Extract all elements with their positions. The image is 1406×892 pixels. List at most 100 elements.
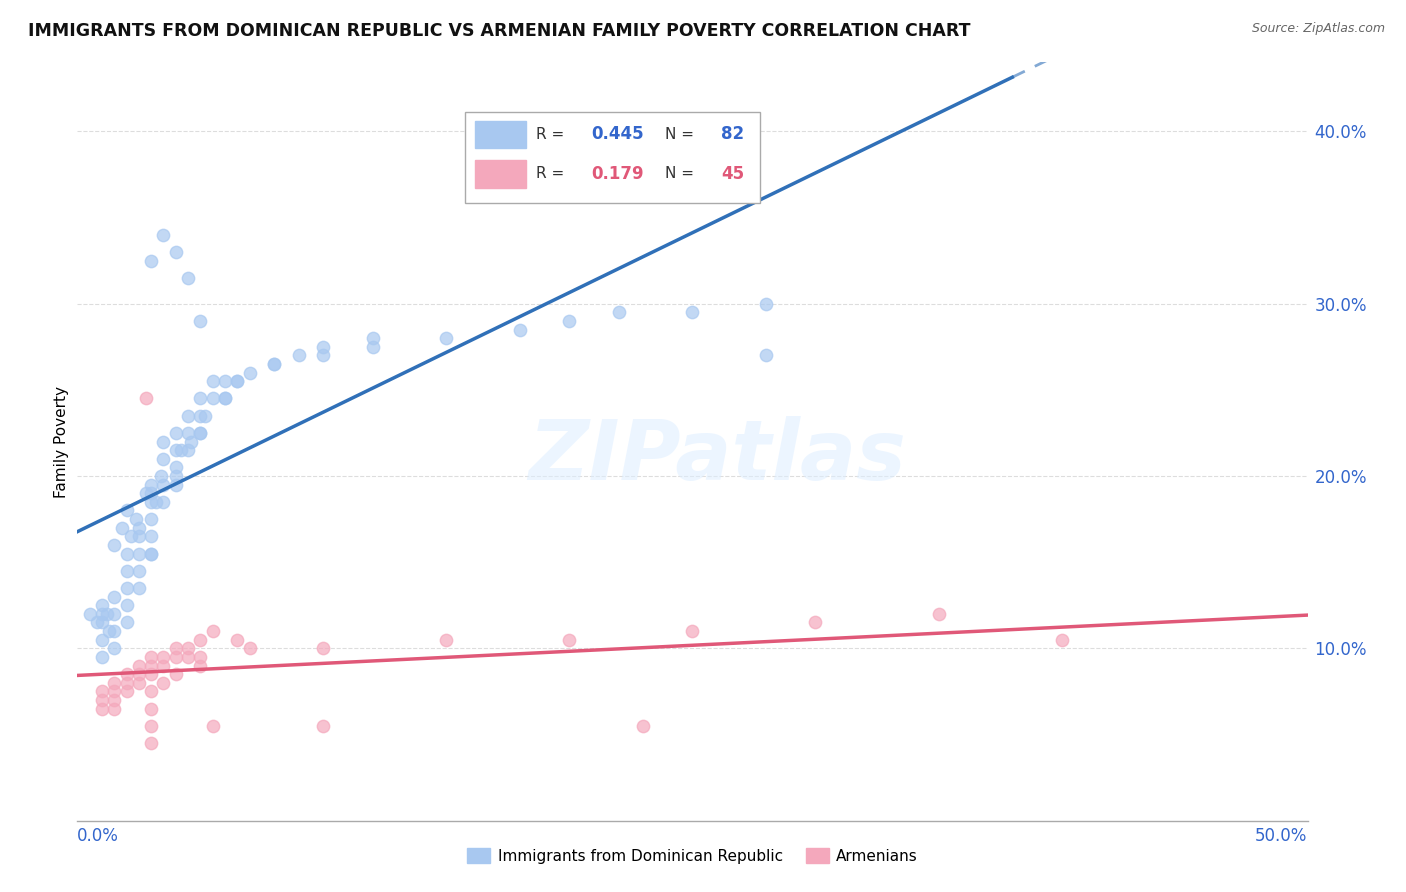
Point <box>165 477 187 491</box>
Point <box>90 693 114 707</box>
Point <box>111 521 132 535</box>
Point <box>226 374 249 388</box>
Point <box>312 340 335 354</box>
Point <box>755 348 778 362</box>
Point <box>201 624 224 639</box>
Point <box>152 477 174 491</box>
Text: ZIPatlas: ZIPatlas <box>529 417 905 497</box>
Point <box>214 392 236 406</box>
Point <box>141 512 163 526</box>
Point <box>115 667 138 681</box>
Point <box>239 641 262 656</box>
Point <box>141 736 163 750</box>
Point <box>128 675 150 690</box>
Point <box>115 503 138 517</box>
Point <box>165 443 187 458</box>
Point <box>141 667 163 681</box>
Point <box>128 547 150 561</box>
Text: N =: N = <box>665 167 699 181</box>
Point <box>115 564 138 578</box>
Point <box>96 607 118 621</box>
Legend: Immigrants from Dominican Republic, Armenians: Immigrants from Dominican Republic, Arme… <box>461 842 924 870</box>
Point <box>141 701 163 715</box>
Point <box>165 641 187 656</box>
Point <box>188 649 212 664</box>
Point <box>165 469 187 483</box>
Point <box>165 244 187 259</box>
Text: 0.0%: 0.0% <box>77 827 120 845</box>
Point <box>141 649 163 664</box>
Point <box>312 348 335 362</box>
Text: 50.0%: 50.0% <box>1256 827 1308 845</box>
Point <box>103 641 125 656</box>
Point <box>141 547 163 561</box>
Point <box>103 590 125 604</box>
Point <box>150 469 173 483</box>
Point <box>103 538 125 552</box>
Point <box>128 521 150 535</box>
Point <box>141 486 163 500</box>
Point <box>682 305 704 319</box>
FancyBboxPatch shape <box>475 120 526 148</box>
Point <box>165 667 187 681</box>
Point <box>141 477 163 491</box>
Text: R =: R = <box>536 167 569 181</box>
Point <box>90 615 114 630</box>
Point <box>436 632 458 647</box>
Point <box>152 658 174 673</box>
Point <box>201 719 224 733</box>
Point <box>188 658 212 673</box>
Text: 82: 82 <box>721 126 744 144</box>
Point <box>226 374 249 388</box>
Point <box>188 409 212 423</box>
Text: 45: 45 <box>721 165 744 183</box>
Point <box>177 409 200 423</box>
Point <box>312 641 335 656</box>
Point <box>180 434 202 449</box>
Point <box>115 675 138 690</box>
Text: Source: ZipAtlas.com: Source: ZipAtlas.com <box>1251 22 1385 36</box>
Point <box>558 314 581 328</box>
Point <box>90 607 114 621</box>
Point <box>152 227 174 242</box>
Text: R =: R = <box>536 127 569 142</box>
Point <box>177 270 200 285</box>
Point <box>188 314 212 328</box>
Point <box>103 624 125 639</box>
Point <box>152 675 174 690</box>
Point <box>90 599 114 613</box>
FancyBboxPatch shape <box>465 112 761 202</box>
Point <box>115 581 138 595</box>
Point <box>152 649 174 664</box>
Point <box>141 529 163 543</box>
Point <box>90 684 114 698</box>
Point <box>436 331 458 345</box>
Point <box>79 607 101 621</box>
Point <box>128 581 150 595</box>
Point <box>115 684 138 698</box>
Point <box>165 649 187 664</box>
Point <box>755 296 778 310</box>
Point <box>141 658 163 673</box>
Point <box>194 409 217 423</box>
Point <box>188 425 212 440</box>
Point <box>201 374 224 388</box>
Point <box>115 599 138 613</box>
Text: IMMIGRANTS FROM DOMINICAN REPUBLIC VS ARMENIAN FAMILY POVERTY CORRELATION CHART: IMMIGRANTS FROM DOMINICAN REPUBLIC VS AR… <box>28 22 970 40</box>
Point <box>128 658 150 673</box>
Point <box>103 607 125 621</box>
Point <box>128 529 150 543</box>
Point <box>682 624 704 639</box>
Text: 0.445: 0.445 <box>592 126 644 144</box>
Point <box>135 486 157 500</box>
Point <box>558 632 581 647</box>
Point <box>607 305 630 319</box>
Point <box>361 340 384 354</box>
FancyBboxPatch shape <box>475 161 526 187</box>
Point <box>152 451 174 466</box>
Point <box>103 693 125 707</box>
Point <box>188 392 212 406</box>
Point <box>115 547 138 561</box>
Point <box>312 719 335 733</box>
Point <box>177 641 200 656</box>
